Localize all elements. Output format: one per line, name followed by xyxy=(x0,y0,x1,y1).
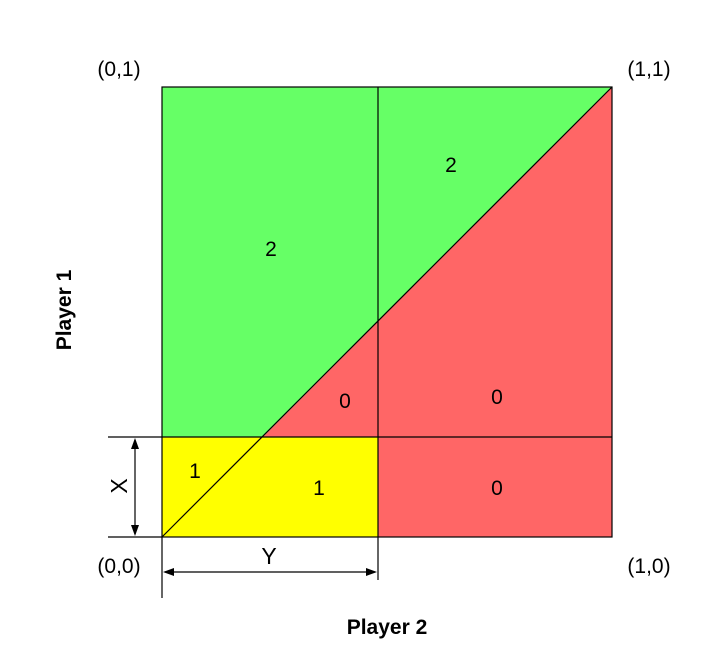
x-dim-arrowhead-bottom xyxy=(131,525,139,536)
y-dimension-label: Y xyxy=(261,543,276,569)
region-label-yellow-left: 1 xyxy=(189,460,201,483)
x-dimension-label: X xyxy=(106,478,132,493)
corner-label-top-left: (0,1) xyxy=(97,58,140,81)
region-label-red-right: 0 xyxy=(491,386,503,409)
region-red xyxy=(263,87,612,537)
corner-label-top-right: (1,1) xyxy=(627,58,670,81)
region-label-green-left: 2 xyxy=(265,238,277,261)
x-dim-arrowhead-top xyxy=(131,438,139,449)
region-label-green-right: 2 xyxy=(445,154,457,177)
corner-label-bottom-right: (1,0) xyxy=(627,555,670,578)
region-label-red-bottom: 0 xyxy=(491,477,503,500)
y-dim-arrowhead-right xyxy=(366,568,377,576)
player1-axis-title: Player 1 xyxy=(53,269,76,350)
diagonal-line xyxy=(161,86,613,538)
region-yellow xyxy=(162,437,378,537)
region-label-red-mid: 0 xyxy=(339,390,351,413)
region-green xyxy=(162,87,612,437)
corner-label-bottom-left: (0,0) xyxy=(97,555,140,578)
region-label-yellow-mid: 1 xyxy=(313,477,325,500)
outer-square xyxy=(161,86,613,538)
y-dim-arrowhead-left xyxy=(163,568,174,576)
player2-axis-title: Player 2 xyxy=(347,616,428,639)
